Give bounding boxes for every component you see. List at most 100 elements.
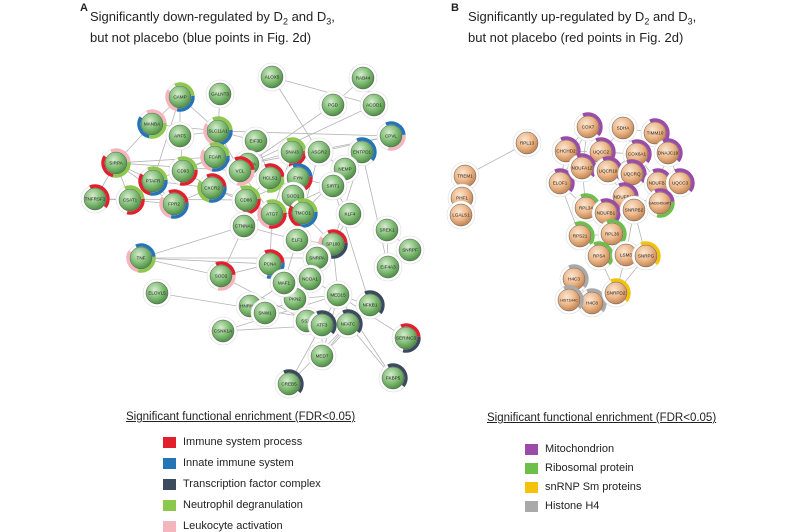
net-a-node-label: PTAFR [146, 179, 161, 184]
net-b-node-label: SNRPG [638, 254, 655, 259]
net-b-node-label: H4C8 [586, 301, 598, 306]
net-a-node-ring-arc [400, 323, 421, 338]
net-a-node-label: GALNT3 [211, 92, 229, 97]
net-a-node-slc11a1: SLC11A1 [203, 116, 233, 146]
net-b-node-label: RPL36 [605, 232, 619, 237]
net-b-node-rpl13: RPL13 [512, 128, 542, 158]
net-a-node-label: CD93 [177, 169, 189, 174]
net-a-node-maf1: MAF1 [269, 268, 299, 298]
net-a-node-label: MAF1 [278, 281, 291, 286]
net-a-node-label: SERINC3 [396, 336, 416, 341]
net-a-node-label: SLC11A1 [208, 129, 228, 134]
panel-b-title: Significantly up-regulated by D2 and D3,… [468, 9, 788, 46]
net-b-node-label: SNRPB2 [625, 208, 644, 213]
net-a-node-label: CTNNA1 [235, 224, 254, 229]
net-a-node-serinc3: SERINC3 [391, 323, 421, 353]
net-b-node-label: RPL34 [579, 206, 593, 211]
net-a-node-ring-arc [316, 310, 337, 335]
net-a-node-label: TNF [137, 256, 146, 261]
net-a-edge-alox5-acod1 [271, 76, 375, 106]
net-a-node-srek1: SREK1 [372, 215, 402, 245]
panel-a-legend-swatch [163, 436, 176, 448]
net-b-node-label: NDUFB3 [649, 181, 668, 186]
net-b-node-ndufa12: NDUFA12 [567, 153, 597, 183]
panel-a-letter: A [80, 2, 88, 14]
net-b-node-label: SNRPD2 [607, 291, 626, 296]
net-b-node-label: TIMM10 [647, 131, 664, 136]
net-a-node-label: TMCO1 [295, 211, 312, 216]
net-a-node-csnk1a: CSNK1A [208, 316, 238, 346]
net-b-node-label: UQCC3 [672, 181, 689, 186]
net-a-node-label: FYN [293, 176, 302, 181]
net-a-node-ring-arc [209, 142, 230, 157]
panel-a-legend-label: Transcription factor complex [183, 478, 321, 490]
net-a-edge-tnf-ctnna1 [140, 225, 245, 259]
net-a-node-ring-arc [387, 363, 408, 388]
net-a-node-nfatc: NFATC [333, 309, 363, 339]
net-a-node-ring-arc [342, 309, 363, 334]
net-b-node-label: UQCRQ [623, 172, 641, 177]
net-a-node-ring-arc [329, 242, 348, 259]
net-a-node-sirt1: SIRT1 [318, 171, 348, 201]
net-b-node-label: PHF1 [456, 196, 468, 201]
net-a-node-pcna: PCNA [255, 249, 285, 279]
net-b-node-ring-arc [626, 159, 647, 184]
net-a-node-ring-arc [147, 166, 168, 181]
net-a-node-ring-arc [402, 336, 421, 353]
net-a-node-label: ACOD1 [366, 103, 382, 108]
net-a-node-ring-arc [176, 95, 195, 112]
net-a-node-fpr2: FPR2 [159, 189, 189, 219]
net-a-node-ring-arc [217, 274, 236, 291]
net-b-node-label: LSM3 [620, 253, 632, 258]
net-b-node-ring-arc [610, 278, 631, 303]
net-a-node-ring-arc [206, 173, 227, 188]
panel-a-legend-label: Leukocyte activation [183, 520, 283, 532]
panel-a-legend-item: Immune system process [163, 436, 302, 448]
net-a-node-rab44: RAB44 [348, 63, 378, 93]
legend-b-title: Significant functional enrichment (FDR<0… [487, 412, 717, 424]
panel-b-legend-swatch [525, 481, 538, 493]
net-a-node-ring-arc [264, 249, 285, 264]
net-a-node-cpvl: CPVL [376, 121, 406, 151]
net-b-node-ring-arc [563, 285, 584, 310]
net-a-node-snw1: SNW1 [250, 298, 280, 328]
panel-a-legend-item: Transcription factor complex [163, 478, 321, 490]
net-a-edge-med15-fkbp5 [337, 294, 394, 379]
net-b-node-label: COX7 [582, 125, 595, 130]
net-a-node-csat1: CSAT1 [115, 185, 145, 215]
net-a-node-tnf: TNF [126, 243, 156, 273]
net-b-node-label: HIST1H4C [560, 299, 578, 303]
panel-a-title-line1: Significantly down-regulated by D2 and D… [90, 9, 335, 27]
net-a-node-eif3d: EIF3D [241, 126, 271, 156]
net-b-node-ring-arc [640, 241, 661, 266]
net-a-node-cxcr2: CXCR2 [197, 173, 227, 203]
net-b-node-cox7: COX7 [573, 112, 603, 142]
net-b-node-label: DNAJC19 [658, 151, 679, 156]
net-b-node-label: RPL13 [520, 141, 534, 146]
net-a-node-asgr2: ASGR2 [304, 137, 334, 167]
net-a-node-hcls1: HCLS1 [255, 163, 285, 193]
net-a-node-tmco1: TMCO1 [288, 198, 318, 228]
net-a-node-label: RAB44 [356, 76, 371, 81]
net-a-node-label: PCNA [264, 262, 278, 267]
net-a-node-ring-arc [387, 134, 406, 151]
net-a-node-ring-arc [101, 155, 114, 178]
panel-b-letter: B [451, 2, 459, 14]
panel-a-title: Significantly down-regulated by D2 and D… [90, 9, 420, 46]
panel-a-legend-item: Neutrophil degranulation [163, 499, 303, 511]
net-a-node-ring-arc [327, 229, 348, 244]
net-a-node-fkbp5: FKBP5 [378, 363, 408, 393]
net-a-node-label: SNW1 [258, 311, 272, 316]
net-a-edge-creb5-med15 [288, 294, 339, 385]
net-a-node-label: ASGR2 [311, 150, 327, 155]
net-a-node-label: FKBP5 [386, 376, 401, 381]
net-b-node-ring-arc [618, 182, 639, 197]
net-a-node-label: ELF1 [292, 238, 303, 243]
net-b-node-label: UQCR10 [599, 169, 618, 174]
net-a-node-label: KLF4 [345, 212, 356, 217]
net-a-node-ring-arc [257, 206, 270, 229]
net-a-node-sirpa: SIRPA [101, 148, 131, 178]
net-a-node-ring-arc [126, 198, 145, 215]
net-a-node-label: CPVL [385, 134, 397, 139]
net-a-node-ring-arc [234, 156, 255, 171]
